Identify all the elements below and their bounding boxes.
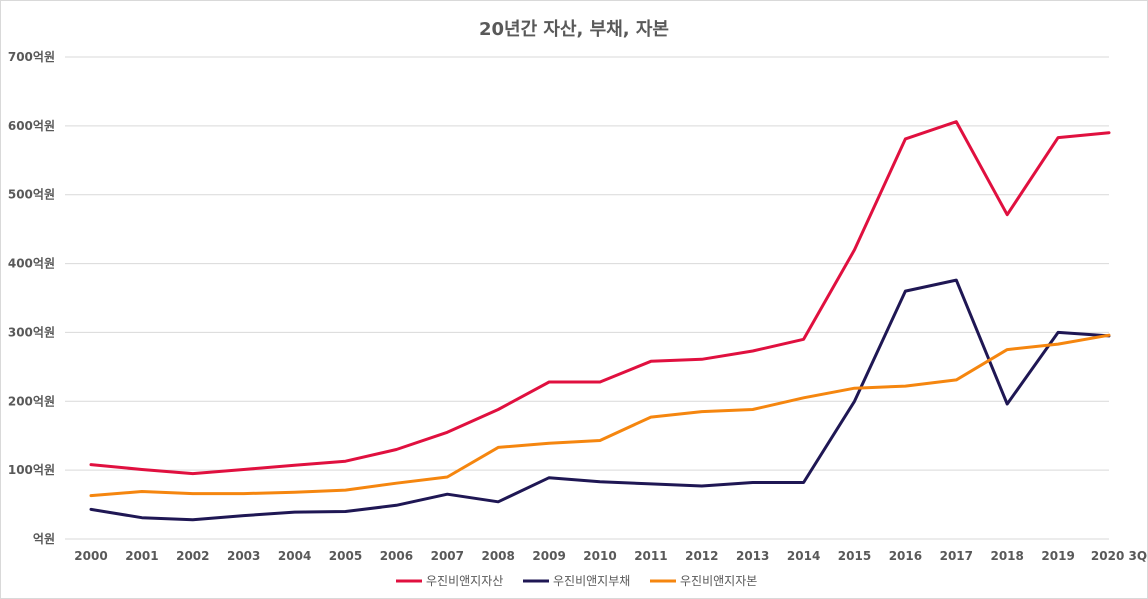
x-tick-label: 2009 [532, 549, 565, 563]
y-tick-label: 500억원 [8, 188, 55, 202]
y-tick-label: 억원 [33, 532, 55, 546]
x-tick-label: 2015 [838, 549, 871, 563]
series-line-2 [89, 278, 1111, 522]
x-tick-label: 2006 [380, 549, 413, 563]
grid-lines [65, 56, 1109, 540]
x-tick-label: 2011 [634, 549, 667, 563]
x-tick-label: 2010 [583, 549, 616, 563]
legend-label: 우진비앤지부채 [553, 574, 630, 588]
y-tick-label: 600억원 [8, 119, 55, 133]
series-lines [89, 120, 1111, 522]
y-tick-label: 700억원 [8, 50, 55, 64]
chart-title: 20년간 자산, 부채, 자본 [479, 19, 669, 40]
y-tick-label: 200억원 [8, 394, 55, 408]
x-tick-label: 2001 [125, 549, 158, 563]
x-tick-label: 2007 [431, 549, 464, 563]
x-tick-label: 2008 [481, 549, 514, 563]
legend-label: 우진비앤지자산 [426, 574, 503, 588]
x-tick-label: 2013 [736, 549, 769, 563]
y-axis-ticks: 억원 100억원 200억원 300억원 400억원 500억원 600억원 700억원 [8, 50, 55, 546]
x-tick-label: 2020 3Q [1091, 549, 1147, 563]
x-tick-label: 2002 [176, 549, 209, 563]
y-tick-label: 300억원 [8, 325, 55, 339]
x-tick-label: 2000 [74, 549, 107, 563]
x-tick-label: 2003 [227, 549, 260, 563]
x-tick-label: 2014 [787, 549, 820, 563]
x-tick-label: 2019 [1041, 549, 1074, 563]
x-tick-label: 2016 [889, 549, 922, 563]
legend-label: 우진비앤지자본 [680, 574, 757, 588]
x-tick-label: 2017 [940, 549, 973, 563]
x-tick-label: 2012 [685, 549, 718, 563]
legend: 우진비앤지자산 우진비앤지부채 우진비앤지자본 [396, 574, 757, 588]
x-tick-label: 2004 [278, 549, 311, 563]
y-tick-label: 100억원 [8, 463, 55, 477]
x-tick-label: 2005 [329, 549, 362, 563]
series-line-1 [89, 120, 1111, 476]
x-tick-label: 2018 [990, 549, 1023, 563]
series-line-3 [89, 333, 1111, 498]
x-axis-ticks: 2000 2001 2002 2003 2004 2005 2006 2007 2008 2009… [74, 549, 1147, 563]
y-tick-label: 400억원 [8, 257, 55, 271]
